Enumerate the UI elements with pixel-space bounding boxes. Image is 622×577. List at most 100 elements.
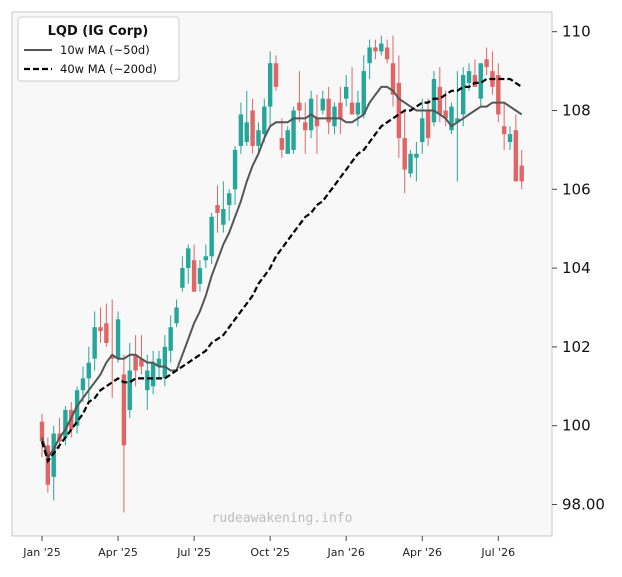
legend: LQD (IG Corp) 10w MA (~50d) 40w MA (~200… [17,16,180,82]
candle-body [186,248,191,269]
candle-body [425,110,431,139]
candle-body [267,63,273,107]
y-tick-label: 108 [562,101,591,119]
candle-body [519,165,524,182]
candle [379,35,384,56]
candle-body [414,153,419,158]
candle [297,71,302,123]
candle-body [338,102,343,119]
candle-body [162,346,168,379]
ma10-line [41,85,523,460]
candle [238,102,244,154]
y-tick-label: 98.00 [562,495,605,513]
candle [279,118,285,158]
candle [115,311,121,363]
candle-body [496,75,501,115]
legend-ma10-label: 10w MA (~50d) [60,43,150,57]
y-tick-label: 104 [562,259,591,277]
candle [156,350,162,379]
candle [519,149,524,190]
candle-body [303,122,308,131]
candle [45,437,51,493]
candle-body [466,71,472,83]
candle [414,142,419,182]
candle-body [273,63,279,87]
candle [367,39,372,79]
candle-body [437,86,442,115]
candle [320,90,325,115]
candle-body [197,268,203,284]
ma40-line [40,77,523,464]
candle-body [92,327,97,359]
candle-body [115,319,121,359]
x-tick-label: Apr '25 [98,546,138,559]
candle [262,98,267,143]
candle-body [121,374,127,446]
candle [349,67,355,115]
candle [402,110,407,194]
candle-body [501,126,507,135]
candle [215,185,220,233]
candle [133,335,138,387]
candle [513,114,519,182]
x-tick-label: Jul '26 [480,546,515,559]
candle [384,39,390,64]
candle [209,212,214,265]
candle [449,102,454,135]
candle [104,303,109,347]
candle [303,102,308,154]
candle-body [139,358,144,367]
candle [92,311,97,371]
y-tick-label: 102 [562,338,591,356]
candle [408,149,413,178]
candle-body [39,421,45,442]
candle [338,86,343,135]
candle-body [285,130,290,154]
candle [203,244,208,269]
candle-body [104,323,109,343]
candle-body [250,110,255,146]
candle [437,67,442,123]
candle [150,350,156,395]
candle-body [191,260,197,292]
candle [326,86,331,135]
candle [98,307,103,343]
candle-body [402,138,407,170]
candle [361,55,366,119]
candle-body [349,102,355,115]
x-axis: Jan '25 Apr '25 Jul '25 Oct '25 Jan '26 Apr '… [22,536,515,559]
candle-body [320,98,325,111]
y-tick-label: 110 [562,23,591,41]
candle [232,145,238,206]
candle-body [215,205,220,213]
candle-body [110,354,115,359]
candle [496,63,501,123]
candle [86,346,91,403]
candle-body [408,153,413,174]
candle-body [472,75,478,87]
candle-body [384,47,390,60]
candle-body [145,370,150,391]
x-tick-label: Apr '26 [402,546,442,559]
candle-body [449,106,454,131]
y-axis: 98.00 100 102 104 106 108 110 [552,23,605,513]
candle-body [221,208,226,225]
candle [507,126,513,150]
candle [227,189,232,221]
candle-body [80,378,86,391]
candle-body [478,63,483,99]
candle [396,55,402,158]
candle-body [127,370,132,410]
candle [80,366,86,403]
candle [180,256,185,292]
candle-body [431,78,437,123]
x-tick-label: Jul '25 [176,546,211,559]
candle [373,39,378,60]
candle [145,354,150,410]
candle-body [51,433,56,477]
candle [355,90,361,127]
candle-body [150,362,156,387]
candle-body [279,138,285,150]
